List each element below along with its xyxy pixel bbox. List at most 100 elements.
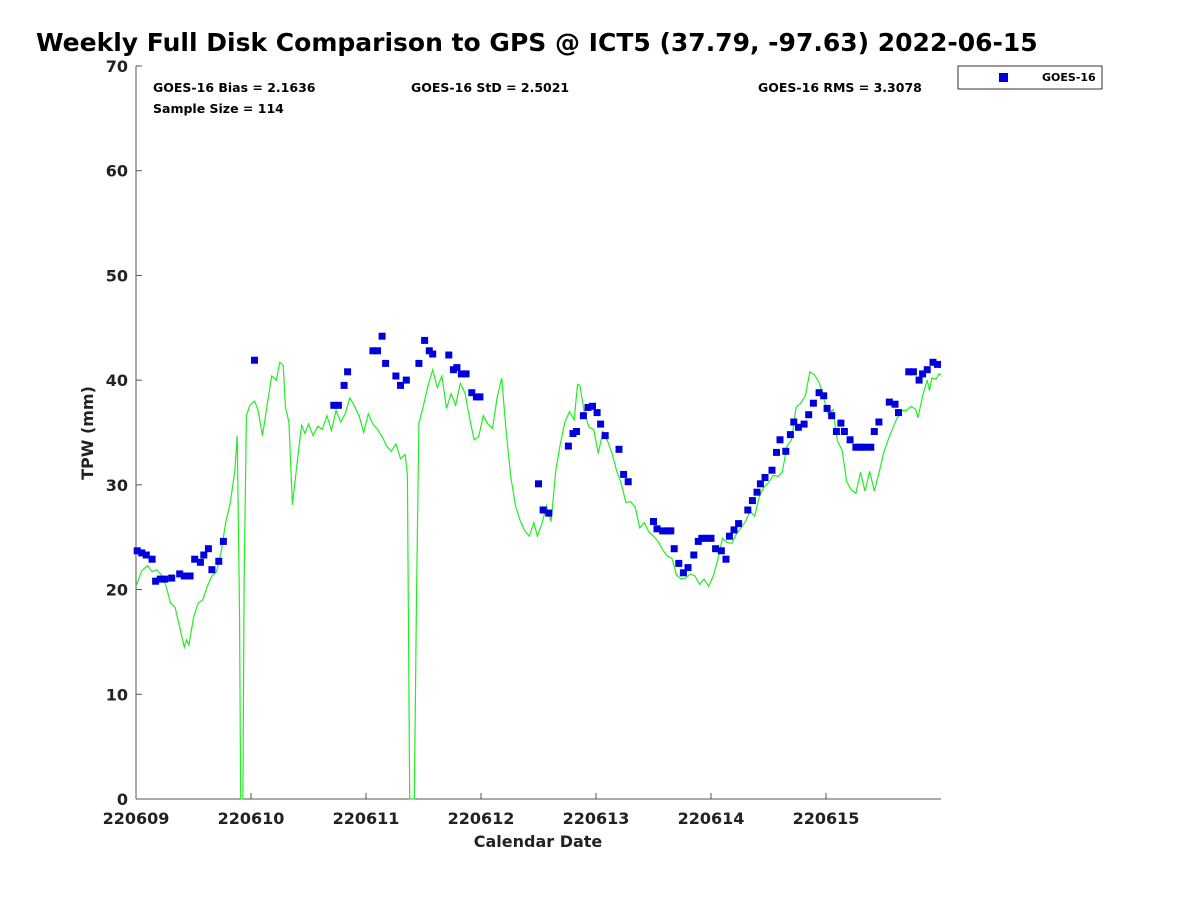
goes16-point xyxy=(374,347,381,355)
goes16-point xyxy=(402,376,410,384)
goes16-point xyxy=(698,534,706,542)
goes16-point xyxy=(867,443,875,451)
x-tick-label: 220609 xyxy=(103,809,170,828)
goes16-point xyxy=(468,389,476,397)
legend-label-goes16: GOES-16 xyxy=(1042,71,1096,84)
goes16-point xyxy=(828,412,836,420)
goes16-point xyxy=(176,570,184,578)
goes16-point xyxy=(675,559,683,567)
goes16-point xyxy=(773,448,780,456)
goes16-point xyxy=(870,428,878,435)
y-tick-label: 10 xyxy=(106,685,128,704)
goes16-point xyxy=(382,359,390,367)
goes16-point xyxy=(593,409,601,417)
goes16-point xyxy=(815,389,823,397)
goes16-point xyxy=(545,509,553,517)
legend-box xyxy=(957,65,1103,90)
goes16-point xyxy=(748,497,756,505)
goes16-point xyxy=(421,336,429,344)
goes16-point xyxy=(219,537,227,545)
goes16-point xyxy=(378,332,386,340)
goes16-point xyxy=(138,549,146,557)
goes16-point xyxy=(753,488,761,496)
goes16-point xyxy=(761,474,769,481)
goes16-point xyxy=(624,478,632,486)
goes16-point xyxy=(601,432,609,440)
legend-marker-goes16 xyxy=(999,73,1008,82)
goes16-point xyxy=(679,569,687,577)
goes16-point xyxy=(415,359,423,367)
goes16-point xyxy=(768,466,776,474)
goes16-point xyxy=(564,442,572,450)
goes16-point xyxy=(875,418,883,426)
x-tick-label: 220610 xyxy=(218,809,285,828)
gps-series xyxy=(135,361,942,800)
goes16-point xyxy=(334,401,342,409)
goes16-point xyxy=(429,350,437,358)
goes16-point xyxy=(344,368,352,376)
goes16-point xyxy=(152,577,160,585)
goes16-point xyxy=(597,420,605,428)
goes16-point xyxy=(476,393,484,401)
goes16-point xyxy=(919,370,927,378)
goes16-point xyxy=(823,404,831,412)
goes16-point xyxy=(809,399,817,407)
goes16-point xyxy=(891,400,899,408)
goes16-point xyxy=(251,356,258,364)
goes16-point xyxy=(330,401,338,409)
goes16-point xyxy=(369,347,377,355)
x-axis-label: Calendar Date xyxy=(474,832,603,851)
goes16-point xyxy=(180,572,188,580)
goes16-point xyxy=(445,351,453,359)
goes16-point xyxy=(620,470,628,478)
y-tick-label: 60 xyxy=(106,162,128,181)
goes16-point xyxy=(832,428,840,435)
goes16-point xyxy=(744,506,752,514)
gps-line xyxy=(135,361,942,800)
goes16-point xyxy=(702,534,710,542)
goes16-point xyxy=(707,534,715,542)
goes16-point xyxy=(200,551,208,559)
goes16-point xyxy=(191,555,199,563)
goes16-point xyxy=(453,364,461,372)
goes16-point xyxy=(837,419,845,427)
x-tick-label: 220611 xyxy=(333,809,400,828)
goes16-point xyxy=(161,575,169,583)
goes16-point xyxy=(156,575,164,583)
goes16-point xyxy=(923,366,931,374)
goes16-point xyxy=(895,409,902,417)
goes16-point xyxy=(650,518,657,525)
goes16-point xyxy=(730,526,738,534)
goes16-point xyxy=(690,551,698,559)
goes16-point xyxy=(786,431,794,439)
goes16-point xyxy=(168,574,176,582)
y-tick-label: 70 xyxy=(106,57,128,76)
y-tick-label: 20 xyxy=(106,581,128,600)
x-tick-label: 220615 xyxy=(793,809,860,828)
goes16-point xyxy=(670,545,678,553)
std-stat: GOES-16 StD = 2.5021 xyxy=(411,80,569,95)
goes16-point xyxy=(857,443,864,451)
goes16-point xyxy=(735,520,743,528)
rms-stat: GOES-16 RMS = 3.3078 xyxy=(758,80,922,95)
goes16-point xyxy=(782,447,790,455)
goes16-point xyxy=(905,368,913,376)
goes16-point xyxy=(800,420,808,428)
goes16-point xyxy=(539,506,547,514)
goes16-point xyxy=(186,572,194,580)
goes16-point xyxy=(725,532,733,540)
goes16-point xyxy=(215,557,223,565)
goes16-point xyxy=(462,370,470,378)
bias-stat: GOES-16 Bias = 2.1636 xyxy=(153,80,316,95)
goes16-point xyxy=(535,480,542,488)
goes16-point xyxy=(340,381,348,389)
goes16-point xyxy=(584,403,592,411)
x-tick-label: 220614 xyxy=(678,809,745,828)
y-axis-label: TPW (mm) xyxy=(78,386,97,480)
goes16-point xyxy=(579,412,587,420)
goes16-point xyxy=(717,547,725,555)
goes16-point xyxy=(820,392,828,400)
y-tick-label: 50 xyxy=(106,266,128,285)
y-tick-label: 40 xyxy=(106,371,128,390)
